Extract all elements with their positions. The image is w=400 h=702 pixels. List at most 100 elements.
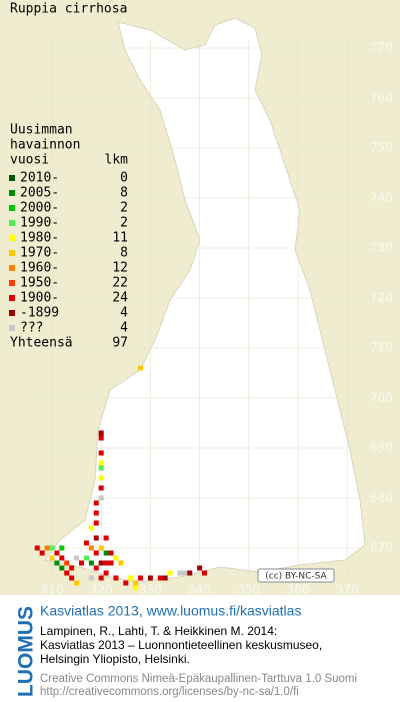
legend-count: 11 bbox=[112, 231, 128, 246]
occurrence-square bbox=[69, 575, 75, 581]
legend-swatch bbox=[9, 310, 15, 316]
occurrence-square bbox=[64, 570, 70, 576]
occurrence-square bbox=[79, 560, 85, 566]
legend-heading: havainnon bbox=[10, 138, 80, 153]
y-tick-label: 710 bbox=[370, 341, 393, 355]
occurrence-square bbox=[98, 460, 104, 466]
occurrence-square bbox=[93, 565, 99, 571]
occurrence-square bbox=[138, 575, 144, 581]
occurrence-square bbox=[98, 435, 104, 441]
legend-label: 2010- bbox=[20, 171, 59, 186]
x-tick-label: 350 bbox=[237, 583, 260, 597]
legend-count: 8 bbox=[120, 186, 128, 201]
x-tick-label: 330 bbox=[139, 583, 162, 597]
legend-count: 2 bbox=[120, 201, 128, 216]
x-tick-label: 340 bbox=[188, 583, 211, 597]
occurrence-square bbox=[59, 545, 65, 551]
occurrence-square bbox=[34, 545, 40, 551]
occurrence-square bbox=[113, 555, 119, 561]
occurrence-square bbox=[98, 475, 104, 481]
legend-count: 0 bbox=[120, 171, 128, 186]
occurrence-square bbox=[98, 465, 104, 471]
occurrence-square bbox=[103, 550, 109, 556]
legend-swatch bbox=[9, 190, 15, 196]
occurrence-square bbox=[83, 540, 89, 546]
occurrence-square bbox=[88, 575, 94, 581]
occurrence-square bbox=[197, 565, 203, 571]
y-tick-label: 730 bbox=[370, 241, 393, 255]
occurrence-square bbox=[98, 485, 104, 491]
occurrence-square bbox=[98, 545, 104, 551]
legend-heading: vuosi bbox=[10, 153, 49, 168]
legend-count: 4 bbox=[120, 306, 128, 321]
y-tick-label: 700 bbox=[370, 391, 393, 405]
legend-swatch bbox=[9, 235, 15, 241]
legend-swatch bbox=[9, 280, 15, 286]
legend-label: 2000- bbox=[20, 201, 59, 216]
y-tick-label: 680 bbox=[370, 491, 393, 505]
x-tick-label: 310 bbox=[41, 583, 64, 597]
occurrence-square bbox=[167, 570, 173, 576]
x-tick-label: 360 bbox=[287, 583, 310, 597]
occurrence-square bbox=[103, 535, 109, 541]
legend-count: 4 bbox=[120, 321, 128, 336]
occurrence-square bbox=[123, 580, 129, 586]
legend-label: 1990- bbox=[20, 216, 59, 231]
atlas-link[interactable]: Kasviatlas 2013, www.luomus.fi/kasviatla… bbox=[40, 603, 301, 619]
legend-label: 1970- bbox=[20, 246, 59, 261]
license-badge-text: (cc) BY-NC-SA bbox=[265, 572, 327, 582]
legend-total: 97 bbox=[112, 336, 128, 351]
legend-swatch bbox=[9, 175, 15, 181]
legend-heading: Uusimman bbox=[10, 123, 73, 138]
occurrence-square bbox=[128, 575, 134, 581]
legend-swatch bbox=[9, 205, 15, 211]
y-tick-label: 690 bbox=[370, 441, 393, 455]
license-line: http://creativecommons.org/licenses/by-n… bbox=[40, 686, 299, 698]
occurrence-square bbox=[98, 495, 104, 501]
legend-swatch bbox=[9, 325, 15, 331]
legend-count: 12 bbox=[112, 261, 128, 276]
occurrence-square bbox=[64, 560, 70, 566]
y-tick-label: 770 bbox=[370, 41, 393, 55]
occurrence-square bbox=[88, 545, 94, 551]
occurrence-square bbox=[98, 560, 104, 566]
occurrence-square bbox=[93, 500, 99, 506]
occurrence-square bbox=[103, 560, 109, 566]
occurrence-square bbox=[138, 365, 144, 371]
occurrence-square bbox=[177, 570, 183, 576]
occurrence-square bbox=[98, 450, 104, 456]
title: Ruppia cirrhosa bbox=[10, 2, 127, 17]
legend-label: 1980- bbox=[20, 231, 59, 246]
occurrence-square bbox=[182, 570, 188, 576]
occurrence-square bbox=[93, 510, 99, 516]
occurrence-square bbox=[83, 555, 89, 561]
citation-line: Kasviatlas 2013 – Luonnontieteellinen ke… bbox=[40, 638, 322, 652]
y-tick-label: 670 bbox=[370, 541, 393, 555]
legend-label: 2005- bbox=[20, 186, 59, 201]
occurrence-square bbox=[93, 520, 99, 526]
legend-label: 1900- bbox=[20, 291, 59, 306]
occurrence-square bbox=[157, 575, 163, 581]
occurrence-square bbox=[88, 525, 94, 531]
occurrence-square bbox=[103, 570, 109, 576]
citation-line: Helsingin Yliopisto, Helsinki. bbox=[40, 652, 190, 666]
legend-swatch bbox=[9, 250, 15, 256]
legend-count: 24 bbox=[112, 291, 128, 306]
occurrence-square bbox=[44, 545, 50, 551]
citation-line: Lampinen, R., Lahti, T. & Heikkinen M. 2… bbox=[40, 624, 277, 638]
occurrence-square bbox=[202, 570, 208, 576]
legend-count: 8 bbox=[120, 246, 128, 261]
legend-swatch bbox=[9, 220, 15, 226]
y-tick-label: 760 bbox=[370, 91, 393, 105]
occurrence-square bbox=[118, 560, 124, 566]
occurrence-square bbox=[187, 570, 193, 576]
legend-count: 22 bbox=[112, 276, 128, 291]
logo: LUOMUS bbox=[15, 606, 38, 697]
y-tick-label: 750 bbox=[370, 141, 393, 155]
license-badge bbox=[257, 568, 335, 583]
legend-total-label: Yhteensä bbox=[10, 336, 73, 351]
occurrence-square bbox=[93, 550, 99, 556]
occurrence-square bbox=[74, 580, 80, 586]
legend-swatch bbox=[9, 295, 15, 301]
